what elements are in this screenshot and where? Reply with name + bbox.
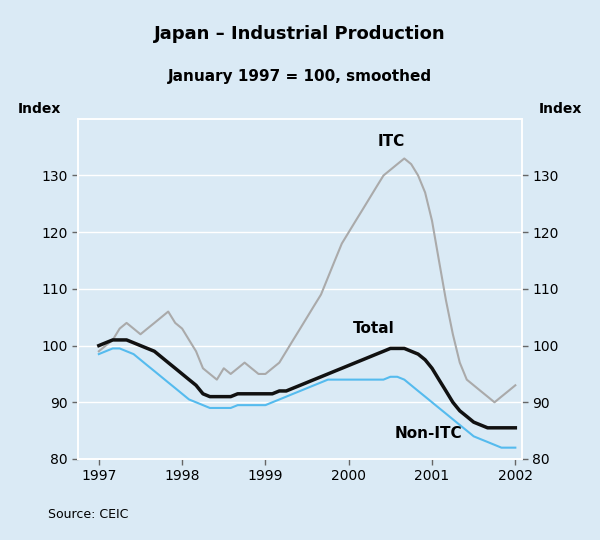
Text: Non-ITC: Non-ITC	[395, 426, 462, 441]
Text: January 1997 = 100, smoothed: January 1997 = 100, smoothed	[168, 69, 432, 84]
Text: Index: Index	[539, 102, 582, 116]
Text: ITC: ITC	[378, 134, 405, 149]
Text: Source: CEIC: Source: CEIC	[48, 508, 128, 521]
Text: Total: Total	[353, 321, 395, 336]
Text: Japan – Industrial Production: Japan – Industrial Production	[154, 25, 446, 43]
Text: Index: Index	[18, 102, 61, 116]
